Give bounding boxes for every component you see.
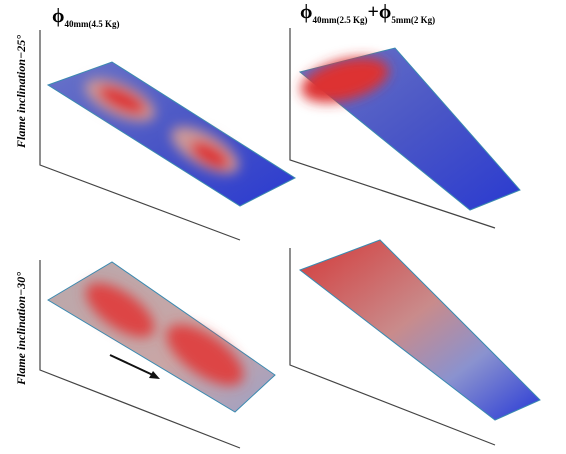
column-header: ϕ40mm(2.5 Kg)+ϕ5mm(2 Kg) (300, 1, 435, 25)
panel (48, 62, 295, 206)
panel (296, 48, 520, 210)
slab (300, 240, 540, 420)
symbol: ϕ (52, 5, 64, 27)
symbol: ϕ (379, 1, 391, 23)
subscript: 40mm(2.5 Kg) (312, 15, 367, 25)
panel (300, 240, 540, 420)
subscript: 5mm(2 Kg) (391, 15, 435, 25)
figure: ϕ40mm(4.5 Kg) ϕ40mm(2.5 Kg)+ϕ5mm(2 Kg) F… (0, 0, 566, 454)
operator: + (367, 1, 378, 23)
column-header: ϕ40mm(4.5 Kg) (52, 5, 119, 29)
row-label: Flame inclination−30° (14, 272, 28, 386)
row-label: Flame inclination−25° (14, 35, 28, 149)
symbol: ϕ (300, 1, 312, 23)
subscript: 40mm(4.5 Kg) (64, 19, 119, 29)
panel (48, 262, 275, 412)
slab (48, 262, 275, 412)
